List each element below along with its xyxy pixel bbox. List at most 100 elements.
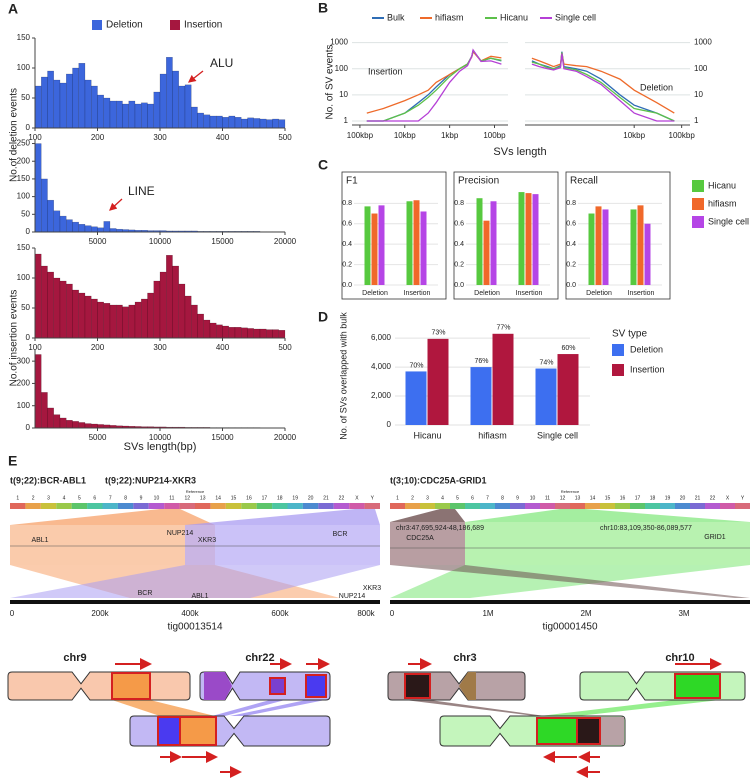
x-tick-label: 10kbp xyxy=(623,131,645,140)
histogram-bar xyxy=(253,328,261,339)
histogram-bar xyxy=(91,85,98,129)
chromosome-number: 12 xyxy=(560,495,566,501)
y-tick-label: 250 xyxy=(17,139,31,148)
plot-frame xyxy=(341,171,447,300)
y-tick-label: 1 xyxy=(344,116,349,125)
chromosome-number: 15 xyxy=(605,495,611,501)
x-axis-label: SVs length xyxy=(493,146,546,158)
histogram-bar xyxy=(66,283,73,339)
plot-frame xyxy=(453,171,559,300)
bar xyxy=(525,193,532,285)
x-tick-label: Single cell xyxy=(537,430,578,440)
x-tick-label: 5000 xyxy=(89,237,107,246)
y-tick-label: 2,000 xyxy=(371,391,392,400)
y-tick-label: 0 xyxy=(26,227,31,236)
x-tick-label: Insertion xyxy=(628,290,655,297)
reference-segment xyxy=(287,503,303,509)
histogram-bar xyxy=(53,414,61,429)
histogram-bar xyxy=(66,219,73,233)
y-tick-label: 0.2 xyxy=(566,261,576,268)
y-tick-label: 0.4 xyxy=(566,241,576,248)
bar xyxy=(602,209,609,285)
chromosome-number: 6 xyxy=(471,495,474,501)
y-tick-label: 0 xyxy=(387,420,392,429)
contig-tick-label: 200k xyxy=(91,609,109,618)
histogram-bar xyxy=(34,143,42,233)
y-tick-label: 0.6 xyxy=(454,221,464,228)
histogram-bar xyxy=(97,94,104,129)
annotation: LINE xyxy=(128,184,155,198)
histogram-bar xyxy=(191,304,198,339)
panel-title: Deletion xyxy=(640,82,673,92)
chromosome-label: chr10 xyxy=(665,652,694,664)
legend-label: Deletion xyxy=(106,20,143,31)
histogram-bar xyxy=(216,324,223,339)
bar xyxy=(483,220,490,285)
legend-label: Hicanu xyxy=(708,180,736,190)
reference-segment xyxy=(164,503,180,509)
x-tick-label: 100 xyxy=(28,343,42,352)
breakpoint-box xyxy=(111,672,151,700)
histogram-bar xyxy=(184,295,192,339)
alignment-band xyxy=(390,565,750,598)
y-tick-label: 50 xyxy=(21,93,30,102)
histogram-bar xyxy=(41,76,48,129)
chromosome-number: 2 xyxy=(411,495,414,501)
bar xyxy=(406,201,413,285)
reference-segment xyxy=(241,503,257,509)
histogram-bar xyxy=(91,423,98,429)
y-axis-label: No. of SV events xyxy=(325,44,336,119)
reference-segment xyxy=(210,503,226,509)
reference-segment xyxy=(540,503,555,509)
diagram-title: t(9;22):BCR-ABL1 xyxy=(10,475,86,485)
reference-segment xyxy=(179,503,195,509)
histogram-bar xyxy=(178,283,186,339)
chromosome-number: 5 xyxy=(456,495,459,501)
histogram-bar xyxy=(78,422,86,429)
y-tick-label: 100 xyxy=(17,273,31,282)
histogram-bar xyxy=(184,84,192,129)
reference-segment xyxy=(450,503,465,509)
y-tick-label: 100 xyxy=(335,64,349,73)
legend-label: Single cell xyxy=(555,12,596,22)
annotation-arrow xyxy=(109,198,123,211)
bar xyxy=(518,192,525,285)
breakpoint-box xyxy=(157,716,181,746)
y-tick-label: 0 xyxy=(26,423,31,432)
chromosome xyxy=(199,671,331,701)
chromosome-number: 7 xyxy=(109,495,112,501)
legend-label: Insertion xyxy=(184,20,222,31)
chromosome-number: 20 xyxy=(680,495,686,501)
histogram-bar xyxy=(84,79,92,129)
histogram-bar xyxy=(59,215,67,233)
histogram-bar xyxy=(259,328,267,339)
histogram-bar xyxy=(116,100,123,129)
bar xyxy=(535,368,557,425)
alignment-band xyxy=(405,700,545,716)
chromosome-number: 17 xyxy=(635,495,641,501)
legend-label: Bulk xyxy=(387,12,405,22)
chromosome-number: 20 xyxy=(308,495,314,501)
histogram-bar xyxy=(203,114,211,129)
chromosome-number: 10 xyxy=(530,495,536,501)
reference-segment xyxy=(256,503,273,509)
y-tick-label: 200 xyxy=(17,379,31,388)
legend-swatch xyxy=(92,20,102,30)
y-tick-label: 150 xyxy=(17,243,31,252)
gene-label: NUP214 xyxy=(339,593,366,600)
y-tick-label: 100 xyxy=(694,64,708,73)
histogram-bar xyxy=(228,327,236,339)
x-tick-label: 15000 xyxy=(211,237,234,246)
histogram-bar xyxy=(247,117,254,129)
y-tick-label: 300 xyxy=(17,356,31,365)
x-tick-label: Insertion xyxy=(404,290,431,297)
contig-tick-label: 600k xyxy=(271,609,289,618)
chromosome-number: 14 xyxy=(590,495,596,501)
y-tick-label: 200 xyxy=(17,156,31,165)
chromosome-number: X xyxy=(355,495,359,501)
histogram-bar xyxy=(234,116,242,129)
reference-segment xyxy=(720,503,735,509)
reference-segment xyxy=(420,503,435,509)
chromosome-number: 7 xyxy=(486,495,489,501)
